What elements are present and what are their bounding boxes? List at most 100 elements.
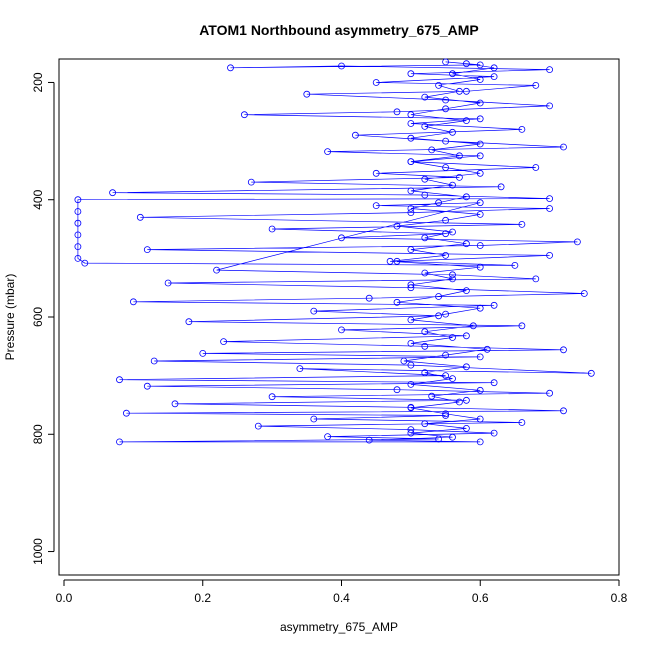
data-point [455, 152, 463, 160]
data-point [580, 290, 588, 297]
data-point [435, 199, 443, 207]
data-point [449, 128, 456, 136]
data-point [372, 169, 380, 177]
data-point [490, 301, 498, 309]
data-point [442, 251, 450, 259]
data-point [462, 240, 470, 248]
data-point [449, 433, 456, 441]
plot-area [74, 58, 595, 446]
data-point [428, 146, 436, 154]
data-point [407, 187, 415, 195]
data-point [560, 346, 567, 354]
data-point [386, 257, 394, 265]
data-point [116, 376, 123, 384]
data-point [532, 82, 540, 89]
data-point [476, 438, 484, 446]
data-point [310, 415, 318, 423]
data-point [435, 435, 443, 443]
data-point [476, 152, 484, 160]
data-point [546, 251, 553, 259]
y-tick-label: 800 [31, 424, 45, 444]
data-point [442, 230, 450, 238]
data-point [365, 294, 373, 302]
data-point [338, 234, 345, 242]
data-point [449, 70, 456, 78]
data-point [449, 271, 456, 279]
data-point [476, 61, 484, 69]
data-point [74, 254, 82, 262]
data-point [442, 216, 450, 224]
data-point [449, 375, 456, 383]
data-point [546, 102, 553, 110]
data-point [476, 76, 484, 83]
y-tick-label: 1000 [31, 538, 45, 565]
data-point [407, 284, 415, 292]
data-point [338, 326, 345, 334]
data-point [393, 257, 401, 265]
data-point [442, 137, 450, 145]
series-line [77, 61, 592, 443]
data-point [421, 342, 429, 350]
data-point [449, 275, 456, 283]
data-point [220, 338, 228, 346]
data-point [421, 269, 429, 277]
data-point [407, 158, 415, 166]
data-point [227, 64, 234, 72]
data-point [407, 404, 415, 412]
data-point [476, 304, 484, 312]
data-point [442, 372, 450, 380]
x-axis: 0.0 0.2 0.4 0.6 0.8 [56, 579, 628, 605]
data-point [254, 422, 262, 430]
data-point [324, 433, 332, 441]
data-point [421, 420, 429, 428]
data-point [150, 357, 158, 365]
data-point [462, 87, 470, 95]
data-point [407, 316, 415, 324]
y-axis: 200 400 600 800 1000 [31, 72, 55, 565]
data-point [560, 407, 567, 415]
data-point [442, 58, 450, 66]
data-point [511, 261, 519, 269]
data-point [574, 238, 581, 246]
data-point [143, 246, 151, 254]
data-point [497, 183, 505, 191]
data-point [518, 125, 526, 133]
data-point [303, 90, 311, 98]
data-point [560, 143, 567, 151]
data-point [476, 242, 484, 249]
data-point [462, 117, 470, 124]
data-point [400, 357, 408, 365]
data-point [74, 219, 82, 227]
data-point [407, 380, 415, 388]
x-tick-label: 0.6 [472, 591, 489, 605]
data-point [407, 134, 415, 142]
data-point [372, 202, 380, 210]
data-point [393, 222, 401, 230]
data-point [490, 64, 498, 72]
data-point [587, 369, 595, 377]
data-point [296, 365, 304, 373]
data-point [185, 318, 193, 326]
chart-title: ATOM1 Northbound asymmetry_675_AMP [199, 22, 479, 38]
data-point [123, 409, 130, 417]
data-point [490, 429, 498, 437]
data-point [490, 379, 498, 387]
data-point [116, 438, 123, 446]
data-point [449, 181, 456, 189]
data-point [109, 189, 116, 197]
data-point [518, 419, 526, 426]
data-point [407, 281, 415, 289]
plot-frame [58, 58, 620, 576]
data-point [310, 307, 318, 315]
data-point [462, 396, 470, 404]
data-point [546, 389, 553, 397]
data-point [74, 208, 82, 215]
x-axis-label: asymmetry_675_AMP [280, 620, 398, 634]
data-point [421, 369, 429, 377]
data-point [407, 339, 415, 347]
x-tick-label: 0.4 [333, 591, 350, 605]
data-point [546, 66, 553, 73]
data-point [518, 220, 526, 228]
data-point [476, 99, 484, 107]
